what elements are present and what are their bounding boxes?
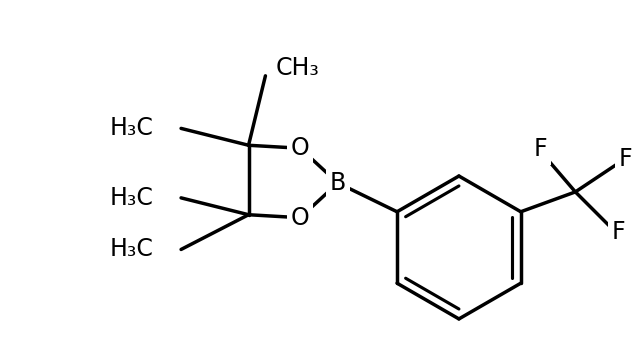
Text: O: O <box>291 136 310 160</box>
Text: O: O <box>291 206 310 230</box>
Text: F: F <box>618 147 632 171</box>
Text: H₃C: H₃C <box>109 238 154 261</box>
Text: F: F <box>611 220 625 244</box>
Text: B: B <box>330 171 346 195</box>
Text: F: F <box>534 137 547 161</box>
Text: H₃C: H₃C <box>109 116 154 140</box>
Text: H₃C: H₃C <box>109 186 154 210</box>
Text: CH₃: CH₃ <box>275 56 319 80</box>
